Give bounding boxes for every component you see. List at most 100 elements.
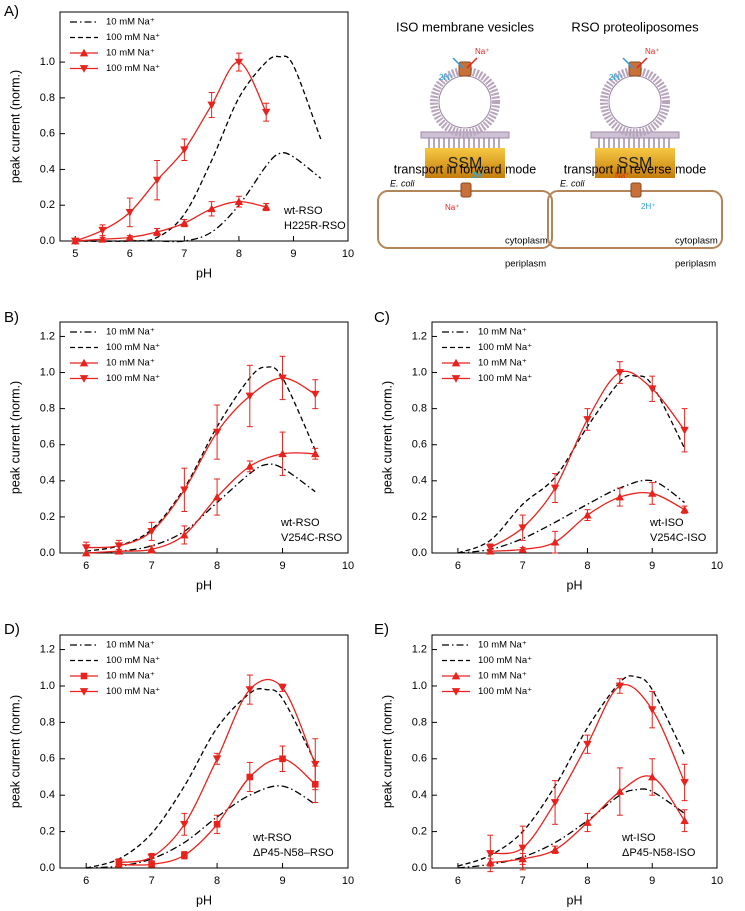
series-line — [75, 152, 322, 243]
marker — [451, 688, 461, 696]
marker — [550, 799, 560, 807]
y-tick-label: 0.2 — [40, 826, 55, 838]
y-tick-label: 1.0 — [412, 680, 427, 692]
legend-label: 10 mM Na⁺ — [106, 17, 155, 28]
marker — [451, 358, 461, 367]
marker — [114, 542, 124, 550]
x-axis-label: pH — [196, 578, 212, 592]
x-tick-label: 10 — [342, 875, 354, 887]
annotation: ΔP45-N58–RSO — [253, 847, 334, 859]
ssm-support — [595, 148, 675, 178]
y-tick-label: 1.0 — [412, 366, 427, 378]
series-line — [86, 377, 316, 549]
x-tick-label: 10 — [342, 560, 354, 572]
marker — [278, 374, 287, 383]
annotation: V254C-ISO — [650, 532, 707, 544]
legend-label: 100 mM Na⁺ — [106, 342, 160, 353]
x-tick-label: 6 — [83, 560, 89, 572]
x-tick-label: 9 — [649, 560, 655, 572]
x-tick-label: 8 — [214, 875, 220, 887]
series-line — [457, 479, 685, 554]
x-tick-label: 8 — [236, 248, 242, 260]
y-tick-label: 0.8 — [40, 403, 55, 415]
marker — [518, 524, 527, 532]
y-tick-label: 0.6 — [412, 753, 427, 765]
series-line — [457, 788, 685, 869]
proton-arrow — [622, 57, 634, 69]
legend-label: 100 mM Na⁺ — [106, 32, 160, 43]
proton-label: 2H⁺ — [471, 171, 485, 180]
panel-label: E) — [374, 621, 389, 638]
ion-label: Na⁺ — [475, 47, 489, 56]
diagram-title: RSO proteoliposomes — [571, 19, 699, 34]
diagram-title: ISO membrane vesicles — [396, 19, 534, 34]
marker — [148, 861, 155, 868]
marker — [234, 197, 244, 206]
marker — [147, 527, 156, 536]
legend-label: 10 mM Na⁺ — [106, 327, 155, 338]
marker — [486, 544, 495, 552]
y-tick-label: 0.4 — [40, 475, 55, 487]
chart-panel: D) 6 7 8 9 10 0.0 0.2 0.4 0.6 0.8 1.0 1.2 pH peak curr… — [4, 621, 354, 907]
marker — [246, 773, 254, 781]
y-tick-label: 0.8 — [40, 716, 55, 728]
marker — [648, 772, 657, 781]
x-tick-label: 9 — [290, 248, 296, 260]
outside-label: periplasm — [675, 259, 716, 270]
y-tick-label: 1.2 — [40, 330, 55, 342]
legend-label: 10 mM Na⁺ — [478, 671, 527, 682]
marker — [207, 101, 216, 110]
inside-label: cytoplasm — [505, 236, 548, 247]
marker — [486, 850, 495, 858]
chart-panel: E) 6 7 8 9 10 0.0 0.2 0.4 0.6 0.8 1.0 1.2 pH peak curr… — [374, 621, 723, 907]
annotation: wt-RSO — [283, 205, 323, 217]
marker — [245, 392, 255, 401]
x-tick-label: 8 — [584, 560, 590, 572]
membrane-layer — [590, 131, 680, 139]
y-tick-label: 0.2 — [40, 199, 55, 211]
marker — [648, 489, 657, 497]
marker — [680, 505, 689, 514]
inside-label: cytoplasm — [675, 236, 718, 247]
marker — [245, 462, 255, 470]
marker — [125, 233, 135, 241]
panel-label: C) — [374, 309, 390, 326]
marker — [71, 237, 80, 246]
cell-transporter — [460, 182, 472, 198]
ssm-label: SSM — [448, 155, 483, 172]
marker — [245, 686, 255, 694]
y-tick-label: 1.0 — [40, 680, 55, 692]
vesicle-outer — [430, 67, 500, 137]
marker — [80, 672, 88, 680]
x-tick-label: 8 — [214, 560, 220, 572]
vesicle-inner — [608, 75, 662, 129]
vesicle-inner — [438, 75, 492, 129]
y-tick-label: 0.6 — [40, 439, 55, 451]
x-tick-label: 7 — [149, 875, 155, 887]
x-tick-label: 7 — [149, 560, 155, 572]
marker — [451, 375, 461, 383]
marker — [583, 740, 592, 749]
y-tick-label: 1.0 — [40, 366, 55, 378]
x-tick-label: 7 — [181, 248, 187, 260]
marker — [550, 484, 560, 493]
marker — [583, 510, 592, 519]
marker — [311, 449, 320, 458]
legend-label: 10 mM Na⁺ — [106, 48, 155, 59]
x-tick-label: 10 — [342, 248, 354, 260]
series-line — [75, 200, 267, 242]
marker — [451, 671, 461, 680]
y-tick-label: 0.6 — [40, 753, 55, 765]
cell-transporter — [630, 182, 642, 198]
proton-arrow — [452, 57, 464, 69]
annotation: wt-RSO — [280, 517, 320, 529]
marker — [147, 545, 156, 553]
series-line — [86, 688, 316, 869]
plot-frame — [431, 321, 718, 554]
marker — [79, 358, 89, 367]
marker — [518, 844, 527, 853]
marker — [79, 688, 89, 696]
x-tick-label: 9 — [649, 875, 655, 887]
proton-label: 2H⁺ — [641, 202, 655, 211]
